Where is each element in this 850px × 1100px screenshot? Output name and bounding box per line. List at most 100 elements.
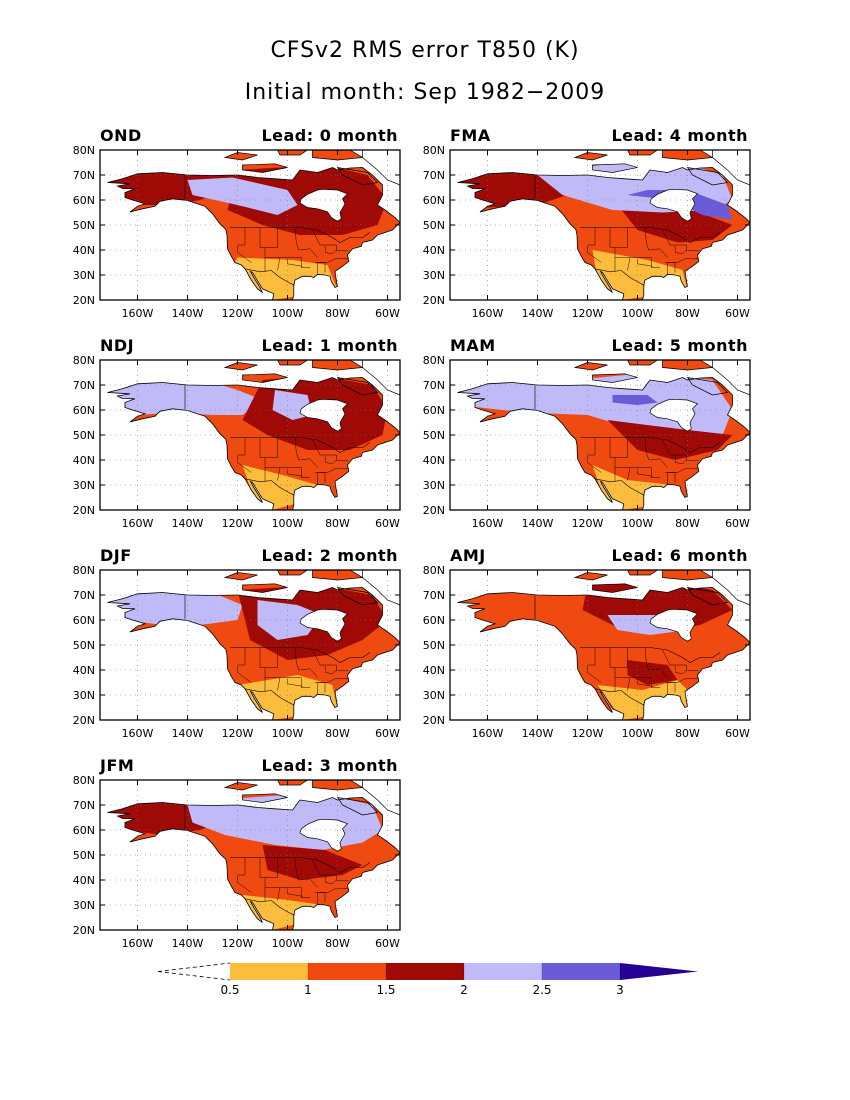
lat-tick-label: 20N xyxy=(73,924,95,937)
field-region xyxy=(457,170,568,208)
island-coastline xyxy=(592,163,638,173)
lat-tick-label: 30N xyxy=(73,899,95,912)
lon-tick-label: 80W xyxy=(675,307,700,320)
lon-tick-label: 140W xyxy=(522,307,554,320)
lat-tick-label: 20N xyxy=(73,714,95,727)
hudson-bay xyxy=(299,398,349,432)
island-coastline xyxy=(592,583,638,593)
island-coastline xyxy=(573,152,608,161)
lat-tick-label: 50N xyxy=(423,429,445,442)
island-coastline xyxy=(223,572,258,581)
map-panel-ndj: 20N 30N 40N 50N 60N 70N 80N 160W 140W 120W 100W 80W… xyxy=(73,336,401,530)
colorbar-swatch xyxy=(542,963,620,980)
lat-tick-label: 70N xyxy=(73,799,95,812)
island-coastline xyxy=(336,797,379,816)
state-boundary xyxy=(259,437,278,458)
colorbar-arrow xyxy=(620,963,698,980)
lon-tick-label: 160W xyxy=(472,517,504,530)
mexico-border xyxy=(594,688,645,706)
lat-tick-label: 40N xyxy=(73,244,95,257)
map-panel-amj: 20N 30N 40N 50N 60N 70N 80N 160W 140W 120W 100W 80W… xyxy=(423,546,751,740)
colorbar-swatch xyxy=(230,963,308,980)
island-coastline xyxy=(242,583,288,593)
state-boundary xyxy=(615,467,631,481)
lon-tick-label: 120W xyxy=(572,727,604,740)
colorbar-label: 2 xyxy=(460,983,468,997)
state-boundary xyxy=(667,262,676,275)
island-coastline xyxy=(336,377,379,396)
lon-tick-label: 80W xyxy=(325,517,350,530)
colorbar-lower-end xyxy=(157,971,231,981)
lon-tick-label: 160W xyxy=(122,307,154,320)
state-boundary xyxy=(615,677,631,691)
lat-tick-label: 80N xyxy=(423,144,445,157)
state-boundary xyxy=(667,682,676,695)
state-boundary xyxy=(294,227,318,258)
lon-tick-label: 60W xyxy=(725,517,750,530)
state-boundary xyxy=(280,257,310,268)
lon-tick-label: 100W xyxy=(272,727,304,740)
lon-tick-label: 160W xyxy=(122,517,154,530)
lat-tick-label: 20N xyxy=(423,504,445,517)
lat-tick-label: 40N xyxy=(73,454,95,467)
lat-tick-label: 60N xyxy=(423,404,445,417)
lat-tick-label: 60N xyxy=(73,614,95,627)
lat-tick-label: 50N xyxy=(73,219,95,232)
lat-tick-label: 80N xyxy=(73,144,95,157)
colorbar-swatch xyxy=(386,963,464,980)
map-panel-ond: 20N 30N 40N 50N 60N 70N 80N 160W 140W 120W 100W 80W… xyxy=(73,126,401,320)
state-boundary xyxy=(259,227,278,248)
field-region xyxy=(107,590,243,625)
colorbar-lower-end xyxy=(157,962,231,972)
colorbar-label: 1.5 xyxy=(376,983,395,997)
state-boundary xyxy=(662,649,687,666)
lon-tick-label: 60W xyxy=(375,517,400,530)
state-boundary xyxy=(280,677,310,688)
map-panel-fma: 20N 30N 40N 50N 60N 70N 80N 160W 140W 120W 100W 80W… xyxy=(423,126,751,320)
state-boundary xyxy=(662,229,687,246)
national-border xyxy=(230,857,371,873)
mexico-border xyxy=(244,898,295,916)
lat-tick-label: 20N xyxy=(423,294,445,307)
national-border xyxy=(580,437,721,453)
island-coastline xyxy=(242,793,288,803)
state-boundary xyxy=(324,455,337,465)
field-region xyxy=(607,420,733,460)
colorbar: 0.5 1 1.5 2 2.5 3 xyxy=(157,962,698,997)
island-coastline xyxy=(223,782,258,791)
hudson-bay xyxy=(299,608,349,642)
lat-tick-label: 70N xyxy=(423,169,445,182)
map-panel-jfm: 20N 30N 40N 50N 60N 70N 80N 160W 140W 120W 100W 80W… xyxy=(73,756,401,950)
island-coastline xyxy=(336,587,379,606)
lat-tick-label: 70N xyxy=(423,379,445,392)
island-coastline xyxy=(336,167,379,186)
lon-tick-label: 100W xyxy=(622,517,654,530)
lon-tick-label: 160W xyxy=(472,307,504,320)
lon-tick-label: 140W xyxy=(172,517,204,530)
lat-tick-label: 50N xyxy=(423,639,445,652)
lat-tick-label: 30N xyxy=(423,269,445,282)
lat-tick-label: 30N xyxy=(73,479,95,492)
lat-tick-label: 60N xyxy=(73,824,95,837)
state-boundary xyxy=(609,647,628,668)
state-boundary xyxy=(630,677,660,688)
lat-tick-label: 70N xyxy=(73,589,95,602)
hudson-bay xyxy=(299,188,349,222)
lat-tick-label: 50N xyxy=(73,429,95,442)
hudson-bay xyxy=(299,818,349,852)
state-boundary xyxy=(294,857,318,888)
lat-tick-label: 60N xyxy=(73,194,95,207)
state-boundary xyxy=(630,257,660,268)
state-boundary xyxy=(615,257,631,271)
state-boundary xyxy=(265,467,281,481)
state-boundary xyxy=(317,472,326,485)
state-boundary xyxy=(686,245,699,252)
state-boundary xyxy=(317,682,326,695)
national-border xyxy=(230,227,371,243)
state-boundary xyxy=(686,665,699,672)
lat-tick-label: 30N xyxy=(73,269,95,282)
state-boundary xyxy=(294,647,318,678)
lat-tick-label: 80N xyxy=(73,564,95,577)
hudson-bay xyxy=(649,188,699,222)
